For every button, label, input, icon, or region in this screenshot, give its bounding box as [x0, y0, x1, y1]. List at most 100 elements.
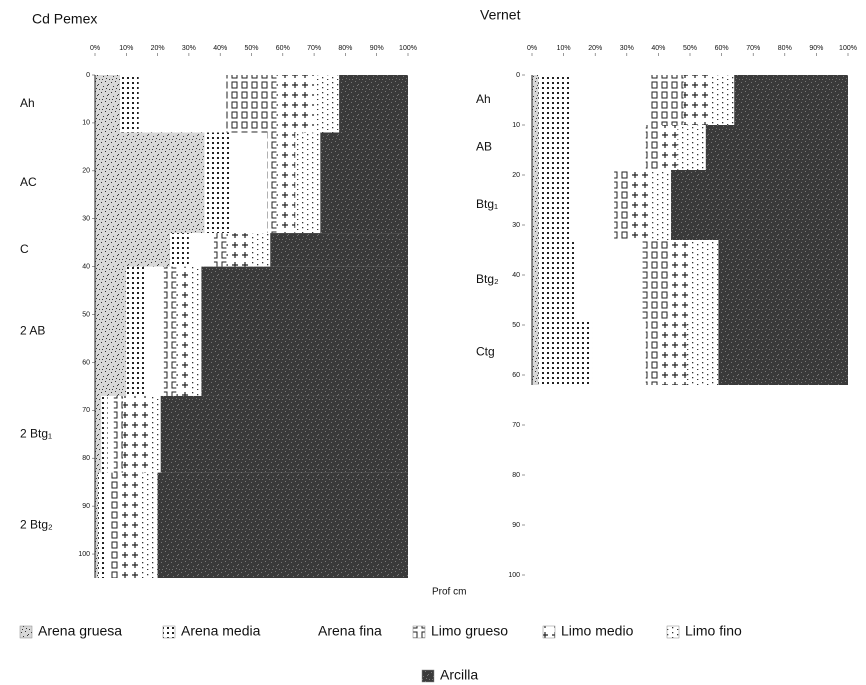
legend-label: Arena gruesa [38, 623, 122, 639]
chart-title: Cd Pemex [32, 11, 97, 27]
segment [576, 240, 643, 320]
segment [645, 125, 659, 170]
horizon-label: AC [20, 175, 37, 189]
segment [104, 472, 111, 578]
segment [120, 472, 139, 578]
legend-swatch [542, 625, 556, 639]
horizon-label: AB [476, 140, 492, 154]
segment [671, 170, 848, 240]
legend-label: Limo fino [685, 623, 742, 639]
x-tick-label: 30% [182, 45, 196, 52]
segment [226, 233, 252, 267]
horizon-label: Ah [20, 96, 35, 110]
segment [652, 170, 672, 240]
chart-title: Vernet [480, 7, 521, 23]
y-tick-label: 70 [512, 422, 520, 429]
segment [95, 132, 205, 234]
segment [201, 266, 408, 396]
x-tick-label: 10% [557, 45, 571, 52]
y-tick-label: 10 [512, 122, 520, 129]
horizon-label: Ctg [476, 345, 495, 359]
segment [538, 240, 577, 320]
segment [677, 125, 706, 170]
x-tick-label: 40% [651, 45, 665, 52]
segment [138, 75, 227, 133]
segment [734, 75, 848, 125]
y-tick-label: 90 [512, 522, 520, 529]
x-tick-label: 100% [399, 45, 417, 52]
legend-label: Arena fina [318, 623, 382, 639]
y-tick-label: 100 [78, 551, 90, 558]
y-tick-label: 20 [82, 168, 90, 175]
segment [145, 266, 164, 396]
segment [95, 266, 127, 396]
legend-swatch [666, 625, 680, 639]
segment [538, 170, 570, 240]
x-tick-label: 100% [839, 45, 857, 52]
segment [538, 320, 593, 385]
segment [339, 75, 408, 133]
segment [157, 472, 408, 578]
legend-swatch [19, 625, 33, 639]
y-tick-label: 10 [82, 120, 90, 127]
y-tick-label: 70 [82, 407, 90, 414]
segment [276, 132, 296, 234]
segment [532, 240, 539, 320]
y-tick-label: 0 [516, 72, 520, 79]
segment [188, 266, 202, 396]
segment [686, 320, 719, 385]
x-tick-label: 40% [213, 45, 227, 52]
segment [718, 320, 848, 385]
segment [229, 132, 268, 234]
x-tick-label: 60% [276, 45, 290, 52]
y-tick-label: 30 [512, 222, 520, 229]
segment [120, 75, 139, 133]
segment [126, 266, 146, 396]
segment [532, 320, 539, 385]
x-tick-label: 80% [338, 45, 352, 52]
segment [188, 233, 214, 267]
x-tick-label: 10% [119, 45, 133, 52]
y-tick-label: 80 [82, 455, 90, 462]
x-tick-label: 70% [746, 45, 760, 52]
segment [629, 170, 653, 240]
x-tick-label: 20% [588, 45, 602, 52]
legend-label: Limo grueso [431, 623, 508, 639]
legend-label: Limo medio [561, 623, 634, 639]
segment [538, 125, 570, 170]
y-tick-label: 0 [86, 72, 90, 79]
segment [658, 125, 678, 170]
segment [163, 266, 177, 396]
horizon-label: Btg₂ [476, 272, 499, 286]
y-tick-label: 40 [512, 272, 520, 279]
x-tick-label: 70% [307, 45, 321, 52]
segment [642, 240, 668, 320]
horizon-label: Ah [476, 92, 491, 106]
x-tick-label: 50% [683, 45, 697, 52]
legend-swatch [162, 625, 176, 639]
y-axis-label: Prof cm [432, 587, 466, 598]
horizon-label: C [20, 242, 29, 256]
x-tick-label: 0% [527, 45, 537, 52]
y-tick-label: 60 [512, 372, 520, 379]
segment [661, 320, 687, 385]
segment [213, 233, 227, 267]
x-tick-label: 90% [370, 45, 384, 52]
x-tick-label: 90% [809, 45, 823, 52]
segment [267, 132, 277, 234]
y-tick-label: 100 [508, 572, 520, 579]
horizon-label: 2 Btg₁ [20, 426, 52, 440]
segment [667, 240, 690, 320]
segment [123, 395, 152, 473]
segment [160, 395, 408, 473]
segment [532, 75, 539, 125]
segment [204, 132, 230, 234]
segment [107, 395, 114, 473]
horizon-label: 2 AB [20, 323, 45, 337]
legend-swatch [421, 669, 435, 683]
segment [569, 75, 649, 125]
x-tick-label: 80% [778, 45, 792, 52]
y-tick-label: 80 [512, 472, 520, 479]
segment [95, 233, 171, 267]
